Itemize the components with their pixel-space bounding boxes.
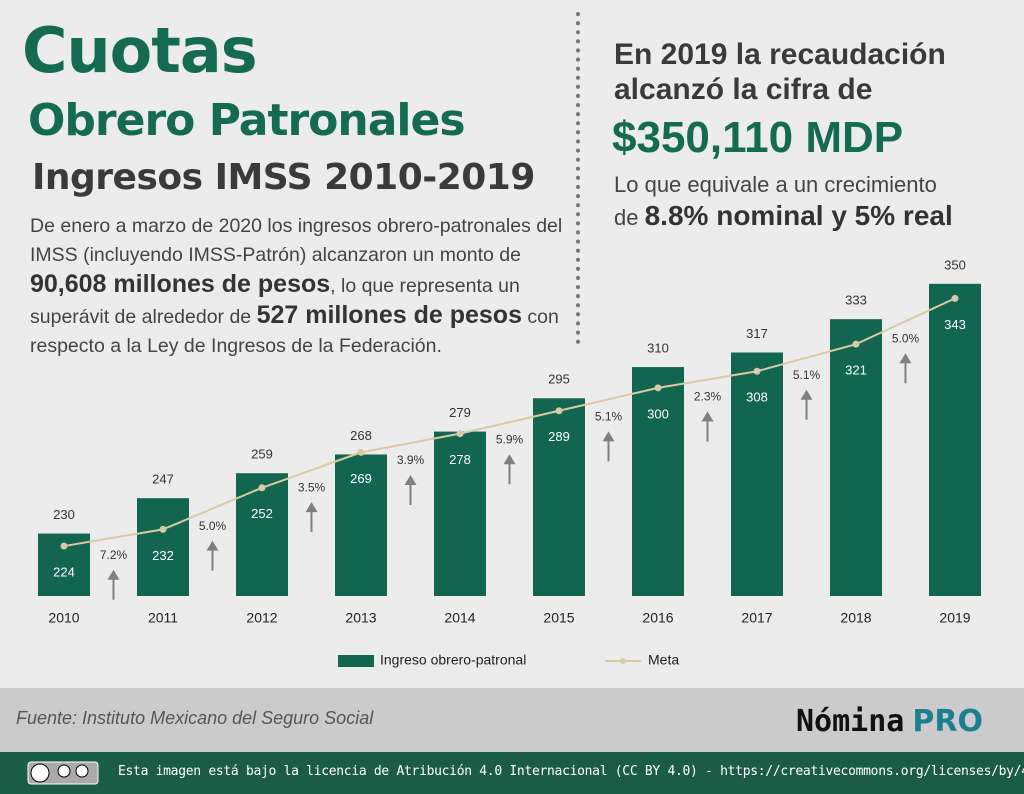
point xyxy=(258,484,266,492)
x-tick-label: 2013 xyxy=(345,610,376,626)
bar xyxy=(533,398,585,596)
bar xyxy=(731,352,783,596)
highlight-line: alcanzó la cifra de xyxy=(614,73,873,106)
highlight-amount: $350,110 MDP xyxy=(612,113,904,162)
growth-arrowhead xyxy=(404,475,417,486)
point-label: 308 xyxy=(746,390,768,405)
bar-label: 230 xyxy=(53,507,75,522)
bar-label: 310 xyxy=(647,341,669,356)
growth-label: 5.0% xyxy=(892,331,920,345)
point xyxy=(60,542,68,550)
heading: Ingresos IMSS 2010-2019 xyxy=(32,157,535,198)
bar-label: 350 xyxy=(944,257,966,272)
point-label: 224 xyxy=(53,564,75,579)
point-label: 252 xyxy=(251,506,273,521)
x-tick-label: 2018 xyxy=(840,610,871,626)
logo: Nómina PRO xyxy=(796,704,983,739)
bar-label: 333 xyxy=(845,293,867,308)
x-tick-label: 2012 xyxy=(246,610,277,626)
highlight-line: de 8.8% nominal y 5% real xyxy=(614,200,953,232)
point xyxy=(852,340,860,348)
point-label: 321 xyxy=(845,363,867,378)
point xyxy=(159,525,167,533)
growth-arrowhead xyxy=(899,353,912,364)
bar xyxy=(632,367,684,596)
text: , lo que representa un superávit de alre… xyxy=(30,275,520,328)
growth-arrowhead xyxy=(107,569,120,580)
legend-label: Ingreso obrero-patronal xyxy=(380,652,526,668)
growth-label: 3.5% xyxy=(298,480,326,494)
bar-label: 247 xyxy=(152,472,174,487)
cc-badge xyxy=(27,761,99,785)
growth-arrowhead xyxy=(305,502,318,513)
footer-band xyxy=(0,688,1024,752)
summary: De enero a marzo de 2020 los ingresos ob… xyxy=(30,212,578,361)
text: con respecto a la Ley de Ingresos de la … xyxy=(30,306,559,357)
license-band xyxy=(0,752,1024,794)
growth-label: 5.1% xyxy=(793,368,821,382)
legend-swatch xyxy=(620,658,626,664)
legend-label: Meta xyxy=(648,652,679,668)
highlight-line: Lo que equivale a un crecimiento xyxy=(614,172,937,197)
x-tick-label: 2015 xyxy=(543,610,574,626)
legend-swatch xyxy=(338,655,374,667)
bar xyxy=(929,283,981,596)
point-label: 289 xyxy=(548,429,570,444)
x-tick-label: 2010 xyxy=(48,610,79,626)
point-label: 278 xyxy=(449,452,471,467)
bar-label: 259 xyxy=(251,447,273,462)
point xyxy=(753,367,761,375)
growth-label: 5.0% xyxy=(199,519,227,533)
x-tick-label: 2014 xyxy=(444,610,475,626)
bar xyxy=(830,319,882,596)
point-label: 300 xyxy=(647,406,669,421)
point xyxy=(654,384,662,392)
bold-text: 8.8% nominal y 5% real xyxy=(644,200,953,231)
growth-arrowhead xyxy=(503,454,516,465)
growth-arrowhead xyxy=(701,411,714,422)
growth-label: 3.9% xyxy=(397,453,425,467)
point-label: 343 xyxy=(944,317,966,332)
point xyxy=(951,294,959,302)
logo-name: Nómina xyxy=(796,704,905,739)
text: De enero a marzo de 2020 los ingresos ob… xyxy=(30,215,563,266)
growth-arrowhead xyxy=(602,431,615,442)
text: de xyxy=(614,205,639,230)
growth-arrowhead xyxy=(206,540,219,551)
x-tick-label: 2011 xyxy=(148,610,178,626)
highlight-line: En 2019 la recaudación xyxy=(614,38,946,71)
x-tick-label: 2016 xyxy=(642,610,673,626)
bold-text: 90,608 millones de pesos xyxy=(30,270,331,298)
bar xyxy=(137,498,189,596)
bar xyxy=(434,431,486,596)
license: Esta imagen está bajo la licencia de Atr… xyxy=(118,764,1024,779)
subtitle: Obrero Patronales xyxy=(28,95,466,146)
growth-label: 5.9% xyxy=(496,432,524,446)
bar-label: 317 xyxy=(746,326,768,341)
point-label: 269 xyxy=(350,471,372,486)
title: Cuotas xyxy=(22,14,258,87)
growth-label: 7.2% xyxy=(100,548,128,562)
bar-label: 268 xyxy=(350,428,372,443)
source: Fuente: Instituto Mexicano del Seguro So… xyxy=(16,708,374,728)
bar xyxy=(236,473,288,596)
line xyxy=(63,297,956,548)
bold-text: 527 millones de pesos xyxy=(256,301,522,329)
point xyxy=(555,407,563,415)
logo-suffix: PRO xyxy=(912,704,983,739)
growth-label: 5.1% xyxy=(595,409,623,423)
point xyxy=(456,430,464,438)
bar-label: 295 xyxy=(548,372,570,387)
x-tick-label: 2019 xyxy=(939,610,970,626)
bar xyxy=(335,454,387,596)
bar-label: 279 xyxy=(449,405,471,420)
point xyxy=(357,448,365,456)
growth-arrowhead xyxy=(800,389,813,400)
point-label: 232 xyxy=(152,548,174,563)
growth-label: 2.3% xyxy=(694,390,722,404)
x-tick-label: 2017 xyxy=(741,610,772,626)
